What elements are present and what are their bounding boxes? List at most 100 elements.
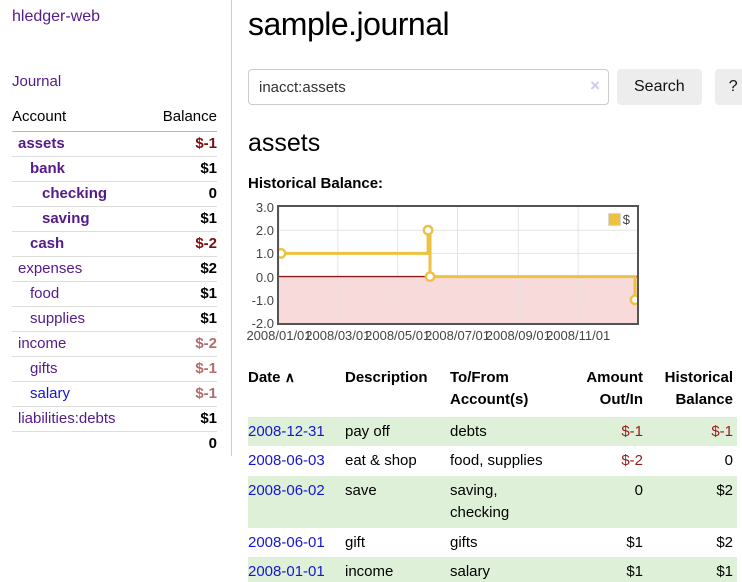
x-axis-tick: 2008/09/01 xyxy=(485,328,551,343)
account-balance: $-2 xyxy=(146,331,217,357)
account-balance: $1 xyxy=(146,156,217,182)
transaction-amount: $-2 xyxy=(621,452,643,470)
search-button[interactable]: Search xyxy=(617,69,702,105)
account-row: income $-2 xyxy=(12,331,217,357)
account-row: supplies $1 xyxy=(12,306,217,332)
y-axis-tick: 3.0 xyxy=(255,200,274,215)
transaction-amount: $1 xyxy=(561,557,645,582)
account-row: gifts $-1 xyxy=(12,356,217,382)
account-balance: $-1 xyxy=(146,356,217,382)
transaction-accounts: salary xyxy=(450,557,561,582)
account-link-gifts[interactable]: gifts xyxy=(30,360,58,377)
help-button[interactable]: ? xyxy=(714,69,742,105)
y-axis-tick: -2.0 xyxy=(251,316,274,331)
transaction-amount: 0 xyxy=(561,476,645,528)
register-header-date[interactable]: Date ∧ xyxy=(248,369,295,386)
account-link-assets[interactable]: assets xyxy=(18,135,65,152)
search-form: × Search ? xyxy=(248,69,742,105)
register-header-accounts: To/From Account(s) xyxy=(450,369,529,408)
transaction-date: 2008-01-01 xyxy=(248,557,345,582)
account-row: food $1 xyxy=(12,281,217,307)
main-content: sample.journal × Search ? assets Histori… xyxy=(232,0,742,582)
transaction-description: eat & shop xyxy=(345,452,417,470)
register-header-row: Date ∧ Description To/From Account(s) Am… xyxy=(248,365,737,417)
account-row: expenses $2 xyxy=(12,256,217,282)
account-balance: $1 xyxy=(146,306,217,332)
account-balance: $-1 xyxy=(146,381,217,407)
account-link-liabilities-debts[interactable]: liabilities:debts xyxy=(18,410,116,427)
account-link-cash[interactable]: cash xyxy=(30,235,65,252)
transaction-balance: $-1 xyxy=(645,416,737,447)
transaction-description: pay off xyxy=(345,416,450,447)
register-table: Date ∧ Description To/From Account(s) Am… xyxy=(248,365,737,582)
data-point xyxy=(422,224,434,236)
transaction-balance: $1 xyxy=(645,557,737,582)
app-title-link[interactable]: hledger-web xyxy=(12,8,101,25)
search-input[interactable] xyxy=(248,69,609,105)
account-link-income[interactable]: income xyxy=(18,335,67,352)
transaction-amount: $1 xyxy=(626,533,643,551)
search-box: × xyxy=(248,69,609,105)
account-row: assets $-1 xyxy=(12,131,217,157)
transaction-accounts: debts xyxy=(450,416,561,447)
transaction-balance: 0 xyxy=(724,452,733,470)
register-row: 2008-06-01 gift gifts $1 $2 xyxy=(248,528,737,558)
transaction-date-link[interactable]: 2008-06-01 xyxy=(248,533,325,551)
account-row: bank $1 xyxy=(12,156,217,182)
register-header-description: Description xyxy=(345,369,428,386)
account-link-checking[interactable]: checking xyxy=(42,185,108,202)
transaction-date-link[interactable]: 2008-01-01 xyxy=(248,563,325,581)
transaction-balance: $2 xyxy=(645,476,737,528)
account-row: salary $-1 xyxy=(12,381,217,407)
account-link-salary[interactable]: salary xyxy=(30,385,71,402)
account-balance: $1 xyxy=(146,406,217,432)
transaction-description: save xyxy=(345,476,450,528)
transaction-date-link[interactable]: 2008-06-03 xyxy=(248,452,325,470)
account-balance: $2 xyxy=(146,256,217,282)
register-row: 2008-01-01 income salary $1 $1 xyxy=(248,557,737,582)
balance-chart: $ 3.0 2.0 1.0 0.0 -1.0 -2.0 2008/01/01 2008/03/… xyxy=(246,200,742,348)
account-row: checking 0 xyxy=(12,181,217,207)
register-row: 2008-12-31 pay off debts $-1 $-1 xyxy=(248,416,737,447)
account-balance: $1 xyxy=(146,281,217,307)
transaction-date-link[interactable]: 2008-12-31 xyxy=(248,422,325,440)
transaction-date: 2008-06-02 xyxy=(248,476,345,528)
account-balance: 0 xyxy=(146,181,217,207)
y-axis-tick: 1.0 xyxy=(255,246,274,262)
chart-label: Historical Balance: xyxy=(248,175,384,192)
account-balance: $-2 xyxy=(146,231,217,257)
transaction-date: 2008-06-01 xyxy=(248,528,345,558)
transaction-date: 2008-12-31 xyxy=(248,416,345,447)
register-header-balance: Historical Balance xyxy=(664,369,733,408)
transaction-balance: $2 xyxy=(716,533,733,551)
account-link-food[interactable]: food xyxy=(30,285,60,302)
transaction-date-link[interactable]: 2008-06-02 xyxy=(248,482,325,499)
account-link-expenses[interactable]: expenses xyxy=(18,260,83,277)
x-axis-tick: 2008/05/01 xyxy=(365,328,431,343)
accounts-total-balance: 0 xyxy=(146,431,217,456)
account-row: cash $-2 xyxy=(12,231,217,257)
chart-plot-area: $ xyxy=(277,205,639,325)
register-header-amount: Amount Out/In xyxy=(586,369,643,408)
data-point xyxy=(424,271,436,283)
transaction-accounts: food, supplies xyxy=(450,452,543,470)
transaction-description: gift xyxy=(345,533,366,551)
account-link-supplies[interactable]: supplies xyxy=(30,310,86,327)
x-axis-tick: 2008/07/01 xyxy=(424,328,491,343)
chart-legend: $ xyxy=(605,211,632,228)
accounts-header-account: Account xyxy=(12,104,147,132)
sort-ascending-icon: ∧ xyxy=(284,369,295,385)
x-axis-tick: 2008/11/01 xyxy=(546,328,611,343)
clear-search-icon[interactable]: × xyxy=(590,76,600,95)
x-axis-tick: 2008/03/01 xyxy=(305,328,371,343)
y-axis-tick: -1.0 xyxy=(251,292,274,308)
data-point xyxy=(279,248,287,259)
page-title: sample.journal xyxy=(248,6,450,42)
account-link-saving[interactable]: saving xyxy=(42,210,90,227)
data-point xyxy=(629,294,637,306)
transaction-date: 2008-06-03 xyxy=(248,446,345,476)
accounts-header-row: Account Balance xyxy=(12,104,217,132)
sidebar-item-journal[interactable]: Journal xyxy=(12,73,62,90)
transaction-description: income xyxy=(345,557,450,582)
account-link-bank[interactable]: bank xyxy=(30,160,66,177)
